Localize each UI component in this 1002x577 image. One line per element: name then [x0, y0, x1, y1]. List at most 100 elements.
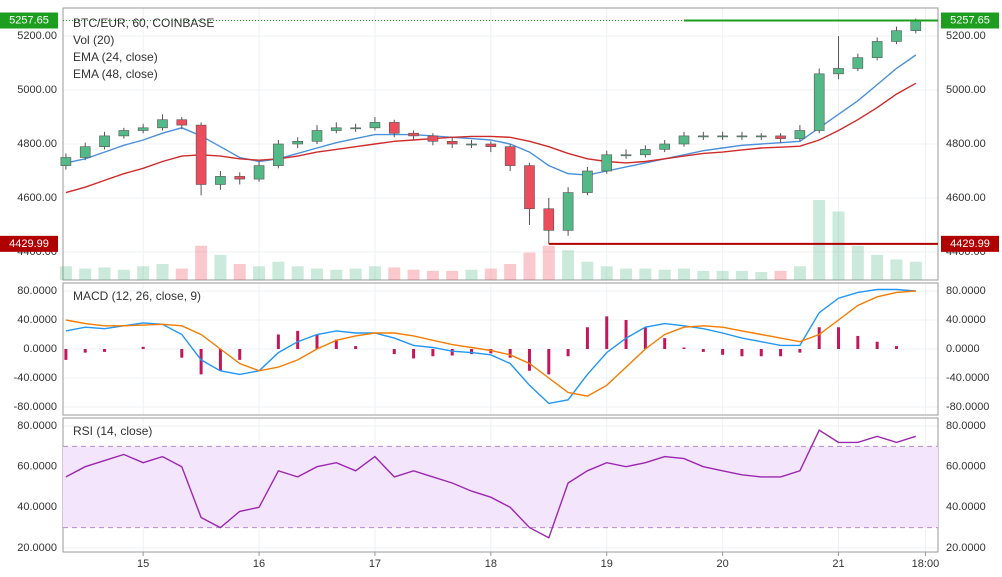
- x-tick-label: 17: [369, 558, 381, 570]
- volume-bar: [639, 268, 652, 280]
- candle-body: [157, 119, 168, 129]
- volume-bar: [426, 270, 439, 280]
- candle-body: [253, 165, 265, 180]
- candle-body: [582, 170, 593, 193]
- volume-bar: [465, 269, 478, 280]
- histogram-bar: [199, 349, 203, 375]
- rsi-band: [63, 446, 938, 528]
- candle-body: [60, 157, 72, 166]
- candle-body: [369, 122, 381, 129]
- candle-body: [871, 41, 883, 58]
- volume-bar: [504, 264, 517, 280]
- histogram-bar: [643, 327, 647, 349]
- x-tick-label: 16: [253, 558, 265, 570]
- volume-bar: [755, 272, 768, 280]
- y-tick-label-right: 60.0000: [946, 461, 986, 473]
- volume-bar: [620, 268, 633, 280]
- ema-line: [65, 82, 917, 194]
- pane-border: [62, 282, 939, 416]
- histogram-bar: [779, 349, 783, 357]
- x-tick-label: 18:00: [912, 558, 940, 570]
- volume-bar: [832, 211, 845, 280]
- histogram-bar: [180, 349, 184, 358]
- histogram-bar: [103, 349, 107, 352]
- candle-body: [176, 119, 188, 126]
- y-tick-label: 5200.00: [17, 30, 57, 42]
- volume-bar: [774, 270, 787, 280]
- indicator-line: [65, 429, 917, 539]
- candle-body: [813, 73, 825, 131]
- y-tick-label-right: 0.0000: [946, 343, 980, 355]
- y-tick-label: -80.0000: [14, 401, 57, 413]
- price-tag-text: 4429.99: [9, 238, 49, 250]
- y-tick-label-right: -40.0000: [946, 372, 989, 384]
- volume-bar: [349, 268, 362, 280]
- histogram-bar: [759, 349, 763, 357]
- volume-bar: [523, 252, 536, 280]
- histogram-bar: [141, 346, 145, 349]
- y-tick-label-right: -80.0000: [946, 401, 989, 413]
- volume-bar: [581, 261, 594, 280]
- legend-ema: EMA (48, close): [73, 67, 158, 81]
- candle-body: [640, 149, 651, 156]
- histogram-bar: [721, 349, 725, 355]
- y-tick-label: 20.0000: [17, 542, 57, 554]
- histogram-bar: [682, 347, 686, 349]
- candle-body: [234, 176, 246, 180]
- candle-body: [79, 146, 91, 158]
- volume-bar: [79, 268, 92, 280]
- pane-border: [62, 7, 939, 281]
- histogram-bar: [508, 349, 512, 358]
- legend-ema: EMA (24, close): [73, 50, 158, 64]
- candle-body: [543, 208, 555, 231]
- volume-bar: [156, 264, 169, 280]
- legend-title: RSI (14, close): [73, 424, 152, 438]
- x-tick-label: 18: [485, 558, 497, 570]
- candle-body: [794, 130, 806, 139]
- histogram-bar: [547, 349, 551, 375]
- candle-body: [775, 135, 786, 139]
- histogram-bar: [315, 334, 319, 349]
- candle-body: [620, 154, 632, 157]
- y-tick-label: 4600.00: [17, 192, 57, 204]
- histogram-bar: [585, 327, 589, 349]
- volume-bar: [214, 254, 227, 280]
- candle-body: [562, 192, 574, 231]
- x-tick-label: 20: [717, 558, 729, 570]
- candle-body: [910, 20, 922, 31]
- volume-bar: [59, 266, 72, 280]
- histogram-bar: [64, 349, 68, 360]
- y-tick-label: 5000.00: [17, 84, 57, 96]
- candle-body: [755, 135, 767, 138]
- x-tick-label: 15: [137, 558, 149, 570]
- price-tag-right: [941, 235, 999, 252]
- candle-body: [292, 141, 303, 145]
- y-tick-label-right: 4600.00: [946, 192, 986, 204]
- indicator-line: [65, 288, 916, 405]
- histogram-bar: [238, 349, 242, 360]
- volume-bar: [98, 267, 111, 280]
- volume-bar: [330, 269, 343, 280]
- histogram-bar: [354, 346, 358, 349]
- volume-bar: [813, 200, 826, 280]
- candle-body: [504, 146, 516, 166]
- volume-bar: [909, 261, 922, 280]
- y-tick-label-right: 5200.00: [946, 30, 986, 42]
- volume-bar: [117, 269, 130, 280]
- histogram-bar: [527, 349, 531, 371]
- volume-bar: [272, 261, 285, 280]
- candle-body: [215, 176, 226, 185]
- histogram-bar: [605, 316, 609, 349]
- price-tag: [0, 235, 58, 252]
- y-tick-label: 40.0000: [17, 314, 57, 326]
- y-tick-label-right: 5000.00: [946, 84, 986, 96]
- indicator-line: [65, 290, 916, 397]
- histogram-bar: [624, 319, 628, 349]
- volume-bar: [871, 254, 884, 280]
- histogram-bar: [817, 327, 821, 349]
- legend-volume: Vol (20): [73, 33, 114, 47]
- histogram-bar: [276, 334, 280, 349]
- candle-body: [408, 132, 419, 137]
- candle-body: [99, 135, 110, 147]
- legend-title: MACD (12, 26, close, 9): [73, 289, 201, 303]
